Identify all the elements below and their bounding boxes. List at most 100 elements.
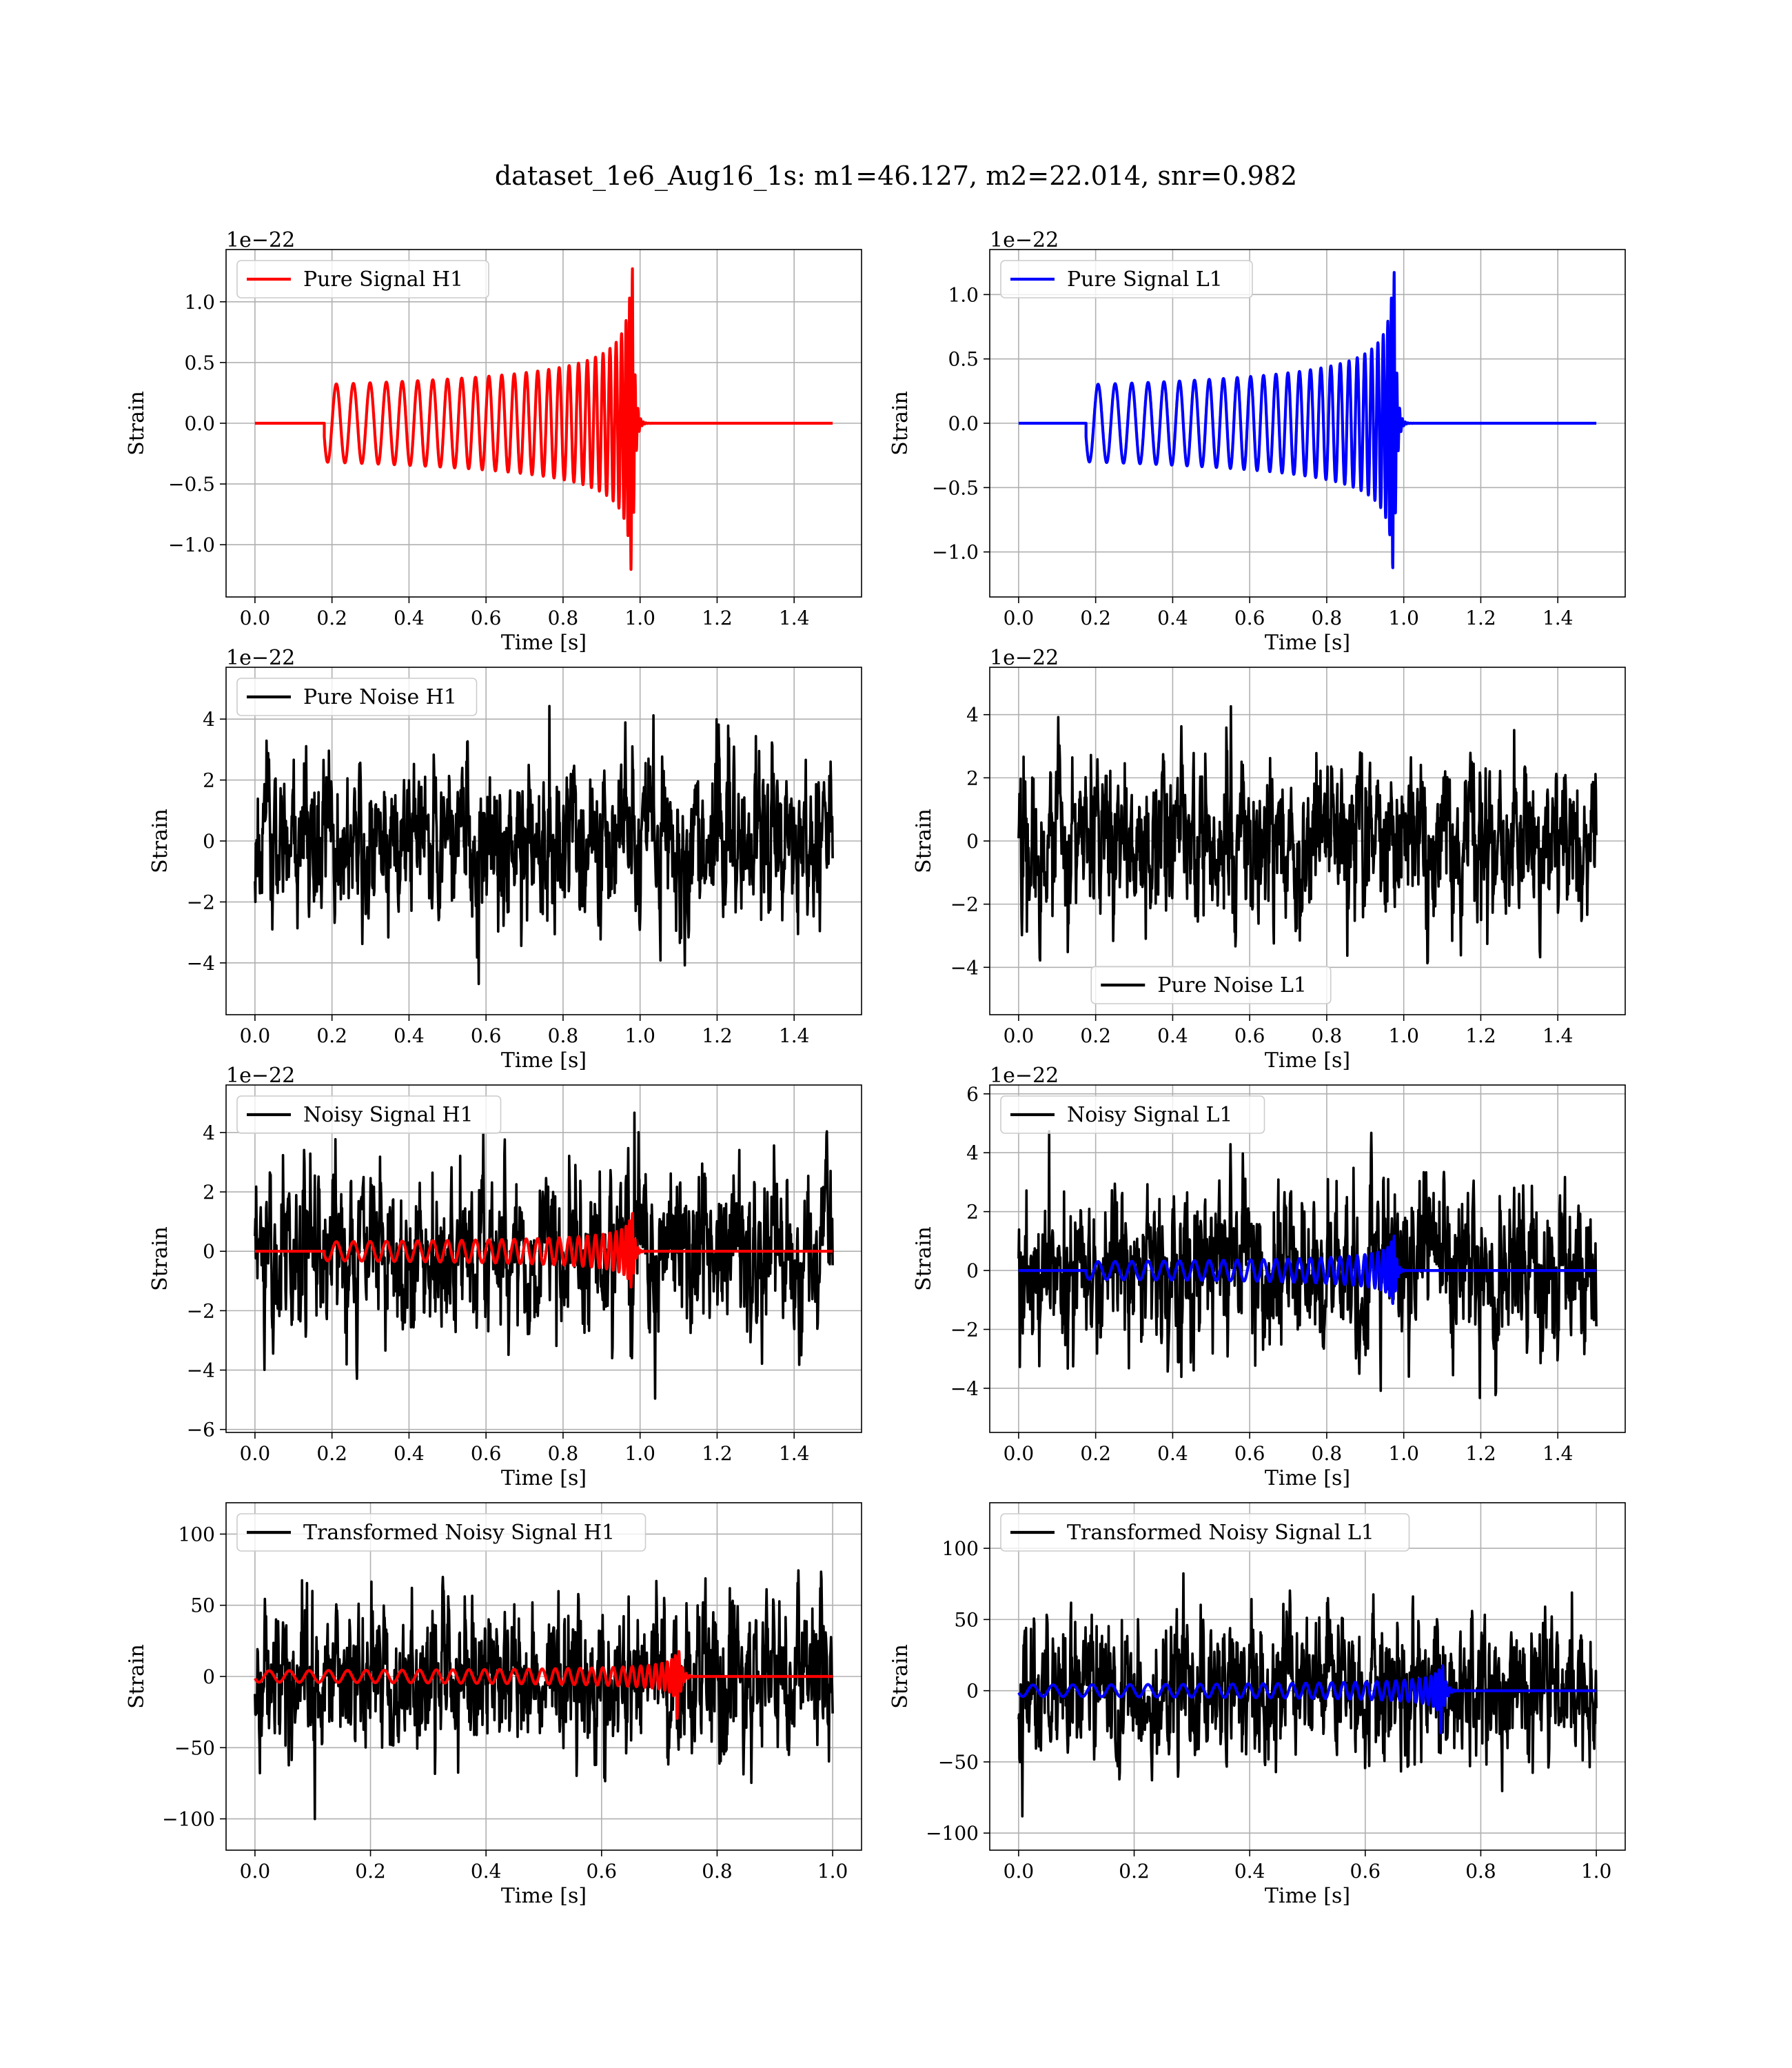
y-tick-label: 100 — [179, 1523, 215, 1545]
y-tick-label: 0 — [966, 1680, 979, 1703]
legend-box — [236, 260, 489, 298]
subplot-transformed-noisy-signal-h1: 0.0 0.2 0.4 0.6 0.8 1.0 −100 −50 0 50 100 Time [s] S… — [125, 1502, 862, 1908]
y-tick-label: 4 — [203, 708, 215, 731]
x-tick-label: 1.2 — [702, 607, 733, 629]
x-tick-label: 0.0 — [240, 1860, 271, 1883]
x-axis-label: Time [s] — [1265, 1048, 1350, 1073]
y-tick-label: 1.0 — [184, 291, 215, 314]
x-tick-label: 0.2 — [316, 1024, 347, 1047]
legend: Pure Noise H1 — [236, 678, 478, 716]
y-tick-label: 0.0 — [184, 412, 215, 435]
x-tick-label: 1.0 — [1388, 1024, 1419, 1047]
series-line-pure-noise-l1 — [1017, 704, 1598, 965]
y-tick-label: 1.0 — [948, 283, 979, 306]
x-tick-label: 0.4 — [471, 1860, 502, 1883]
y-tick-label: 0.5 — [184, 352, 215, 374]
series-line-overlay-1 — [1018, 1234, 1598, 1306]
x-tick-label: 1.4 — [779, 1024, 810, 1047]
y-tick-label: 50 — [954, 1608, 979, 1631]
series-line-pure-signal-l1 — [1018, 271, 1598, 569]
y-tick-label: 0 — [203, 830, 215, 853]
series-group — [254, 704, 834, 986]
legend: Noisy Signal H1 — [236, 1095, 502, 1134]
x-tick-label: 1.0 — [1388, 1442, 1419, 1465]
y-tick-label: −4 — [950, 956, 979, 979]
series-group — [1017, 1130, 1598, 1399]
y-tick-label: 4 — [203, 1122, 215, 1144]
legend: Pure Noise L1 — [1090, 966, 1332, 1004]
x-tick-label: 1.2 — [1465, 1442, 1496, 1465]
y-tick-label: 0 — [203, 1665, 215, 1688]
x-tick-label: 0.4 — [1234, 1860, 1265, 1883]
x-tick-label: 0.0 — [1004, 607, 1035, 629]
subplot-transformed-noisy-signal-l1: 0.0 0.2 0.4 0.6 0.8 1.0 −100 −50 0 50 100 Time [s] S… — [888, 1502, 1626, 1908]
x-tick-label: 0.4 — [394, 1442, 425, 1465]
x-tick-label: 0.6 — [471, 1024, 502, 1047]
y-tick-label: 100 — [942, 1537, 979, 1560]
x-tick-label: 0.4 — [1157, 1024, 1188, 1047]
legend-label: Noisy Signal L1 — [1067, 1103, 1232, 1127]
axis-offset-label: 1e−22 — [990, 228, 1059, 252]
figure-title: dataset_1e6_Aug16_1s: m1=46.127, m2=22.0… — [495, 161, 1297, 192]
series-group — [254, 267, 834, 571]
series-line-noisy-signal-h1 — [254, 1111, 834, 1400]
legend-box — [236, 1095, 502, 1134]
y-axis-label: Strain — [148, 809, 172, 873]
x-tick-label: 0.2 — [1080, 1024, 1111, 1047]
series-line-overlay-1 — [1017, 1664, 1598, 1734]
x-tick-label: 0.4 — [1157, 1442, 1188, 1465]
x-tick-label: 0.8 — [548, 1024, 579, 1047]
subplot-pure-signal-l1: 0.0 0.2 0.4 0.6 0.8 1.0 1.2 1.4 −1.0 −0.5 0.0 0.5 1.… — [888, 228, 1626, 655]
legend-box — [1000, 260, 1253, 298]
x-tick-label: 1.4 — [779, 607, 810, 629]
x-axis-label: Time [s] — [501, 631, 587, 655]
x-tick-label: 1.0 — [624, 607, 655, 629]
series-group — [1017, 704, 1598, 965]
x-tick-label: 1.2 — [1465, 607, 1496, 629]
legend: Pure Signal H1 — [236, 260, 489, 298]
x-tick-label: 0.0 — [1004, 1024, 1035, 1047]
subplot-pure-noise-h1: 0.0 0.2 0.4 0.6 0.8 1.0 1.2 1.4 −4 −2 0 2 4 Time [s] S… — [148, 646, 862, 1073]
y-tick-label: 2 — [203, 769, 215, 792]
x-tick-label: 1.0 — [624, 1024, 655, 1047]
x-tick-label: 0.6 — [471, 1442, 502, 1465]
y-tick-label: 4 — [966, 1142, 979, 1164]
y-tick-label: −4 — [187, 1359, 215, 1382]
legend: Transformed Noisy Signal H1 — [236, 1513, 646, 1552]
x-tick-label: 0.2 — [316, 607, 347, 629]
x-tick-label: 1.2 — [702, 1024, 733, 1047]
x-tick-label: 1.0 — [817, 1860, 848, 1883]
legend-label: Transformed Noisy Signal L1 — [1067, 1521, 1374, 1545]
y-tick-label: −2 — [950, 1319, 979, 1341]
x-tick-label: 0.0 — [1004, 1442, 1035, 1465]
x-tick-label: 1.4 — [1542, 1442, 1574, 1465]
legend-box — [1000, 1513, 1410, 1552]
y-axis-label: Strain — [912, 1226, 936, 1291]
y-tick-label: −2 — [187, 891, 215, 913]
x-axis-label: Time [s] — [501, 1884, 587, 1908]
x-tick-label: 1.2 — [702, 1442, 733, 1465]
legend: Pure Signal L1 — [1000, 260, 1253, 298]
x-tick-label: 0.8 — [548, 1442, 579, 1465]
y-tick-label: −2 — [187, 1299, 215, 1322]
y-tick-label: −4 — [950, 1377, 979, 1400]
y-tick-label: −4 — [187, 952, 215, 975]
x-axis-label: Time [s] — [501, 1048, 587, 1073]
y-tick-label: 4 — [966, 704, 979, 727]
x-axis-label: Time [s] — [501, 1466, 587, 1490]
x-tick-label: 0.2 — [316, 1442, 347, 1465]
y-tick-label: 2 — [966, 767, 979, 789]
x-tick-label: 0.2 — [1119, 1860, 1150, 1883]
x-tick-label: 0.6 — [471, 607, 502, 629]
y-tick-label: −0.5 — [168, 473, 215, 496]
axis-offset-label: 1e−22 — [226, 228, 295, 252]
y-tick-label: −2 — [950, 893, 979, 916]
y-tick-label: 0.5 — [948, 348, 979, 371]
axis-offset-label: 1e−22 — [226, 646, 295, 670]
y-tick-label: −100 — [162, 1808, 215, 1831]
y-tick-label: −50 — [938, 1751, 979, 1774]
subplot-pure-signal-h1: 0.0 0.2 0.4 0.6 0.8 1.0 1.2 1.4 −1.0 −0.5 0.0 0.5 1.… — [125, 228, 862, 655]
axes-frame — [989, 1502, 1626, 1851]
y-tick-label: 50 — [190, 1594, 215, 1617]
